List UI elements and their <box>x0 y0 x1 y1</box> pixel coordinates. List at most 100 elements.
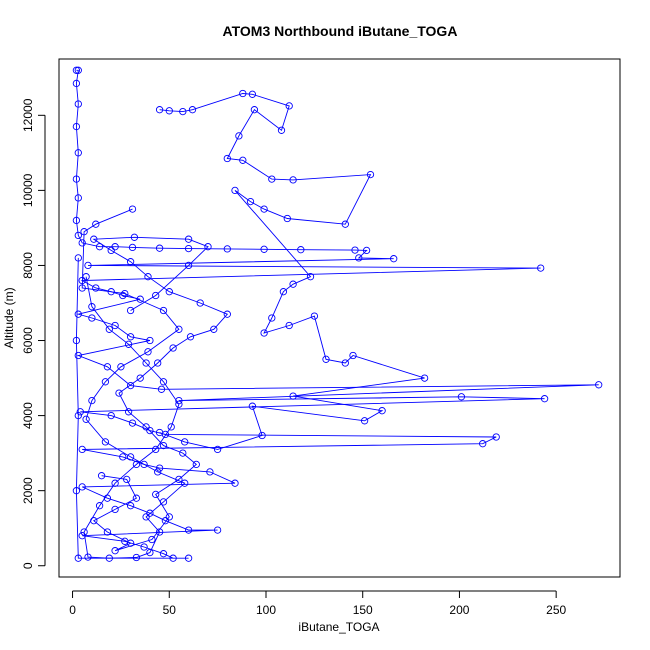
data-point <box>144 273 152 281</box>
data-point <box>155 244 164 252</box>
data-point <box>155 528 164 536</box>
y-tick-label: 8000 <box>21 252 35 279</box>
data-point <box>246 197 255 206</box>
data-point <box>132 553 141 562</box>
data-point <box>231 479 239 487</box>
data-point <box>132 494 141 502</box>
data-point <box>285 321 293 330</box>
data-point <box>362 246 371 255</box>
data-point <box>289 392 297 400</box>
data-point <box>119 453 127 461</box>
data-point <box>181 438 189 446</box>
data-point <box>126 333 135 341</box>
data-point <box>132 460 141 469</box>
data-point <box>378 407 386 415</box>
data-point <box>279 288 288 296</box>
data-point <box>152 445 160 454</box>
data-point <box>74 554 82 562</box>
data-point <box>126 502 135 510</box>
x-tick-label: 50 <box>163 603 177 617</box>
data-point <box>140 543 148 551</box>
data-point <box>206 468 214 476</box>
x-tick-label: 100 <box>256 603 276 617</box>
series-line-3 <box>92 236 229 552</box>
data-point <box>72 66 81 74</box>
data-point <box>142 513 150 521</box>
data-point <box>78 239 86 247</box>
data-point <box>101 438 110 446</box>
data-point <box>155 428 164 437</box>
data-point <box>167 423 175 431</box>
data-point <box>152 291 160 300</box>
data-point <box>349 351 357 360</box>
data-point <box>72 487 81 495</box>
data-point <box>92 220 100 228</box>
data-point <box>306 273 315 281</box>
data-point <box>121 289 129 298</box>
data-point <box>165 288 173 296</box>
data-point <box>124 340 133 348</box>
data-point <box>74 194 82 202</box>
data-point <box>72 336 81 345</box>
data-point <box>72 216 81 225</box>
data-point <box>192 460 200 469</box>
data-point <box>250 106 259 114</box>
data-point <box>124 408 133 416</box>
data-point <box>188 106 197 114</box>
data-point <box>258 431 266 440</box>
series-line-2 <box>159 93 425 450</box>
data-point <box>169 344 177 352</box>
data-point <box>111 505 119 514</box>
data-point <box>155 106 164 114</box>
y-tick-label: 10000 <box>21 173 35 207</box>
data-point <box>74 149 82 157</box>
data-point <box>103 363 112 371</box>
data-point <box>111 547 119 555</box>
data-point <box>154 359 162 367</box>
x-axis: 0 50 100 150 200 250 <box>69 590 566 617</box>
data-point <box>107 246 115 255</box>
data-point <box>595 381 603 389</box>
data-point <box>126 453 135 461</box>
data-point <box>169 554 177 562</box>
data-point <box>204 243 212 251</box>
y-tick-label: 6000 <box>21 327 35 354</box>
data-point <box>268 175 276 183</box>
data-point <box>90 235 98 243</box>
data-point <box>540 395 549 403</box>
data-point <box>161 517 170 525</box>
data-point <box>74 66 82 74</box>
data-point <box>74 100 82 108</box>
data-point <box>115 389 123 397</box>
data-point <box>231 186 239 195</box>
data-point <box>355 254 363 262</box>
data-point <box>196 299 204 307</box>
data-point <box>78 445 86 454</box>
data-point <box>248 90 257 98</box>
data-point <box>123 475 131 484</box>
data-point <box>260 245 268 253</box>
data-point <box>88 303 96 311</box>
y-axis-label: Altitude (m) <box>2 287 16 348</box>
data-point <box>351 246 359 254</box>
data-point <box>289 280 297 288</box>
data-point <box>239 156 247 164</box>
x-tick-label: 200 <box>449 603 469 617</box>
data-point <box>390 255 398 263</box>
data-point <box>159 306 168 315</box>
data-point <box>248 402 257 410</box>
data-point <box>537 264 545 272</box>
data-point <box>152 490 160 499</box>
data-point <box>159 378 168 386</box>
data-point <box>154 468 162 476</box>
data-point <box>175 400 183 408</box>
data-point <box>74 351 82 360</box>
data-point <box>74 254 82 262</box>
data-point <box>84 261 92 270</box>
data-point <box>80 228 88 236</box>
data-point <box>184 244 193 253</box>
data-point <box>84 553 92 561</box>
data-point <box>277 126 286 134</box>
data-point <box>341 220 349 228</box>
